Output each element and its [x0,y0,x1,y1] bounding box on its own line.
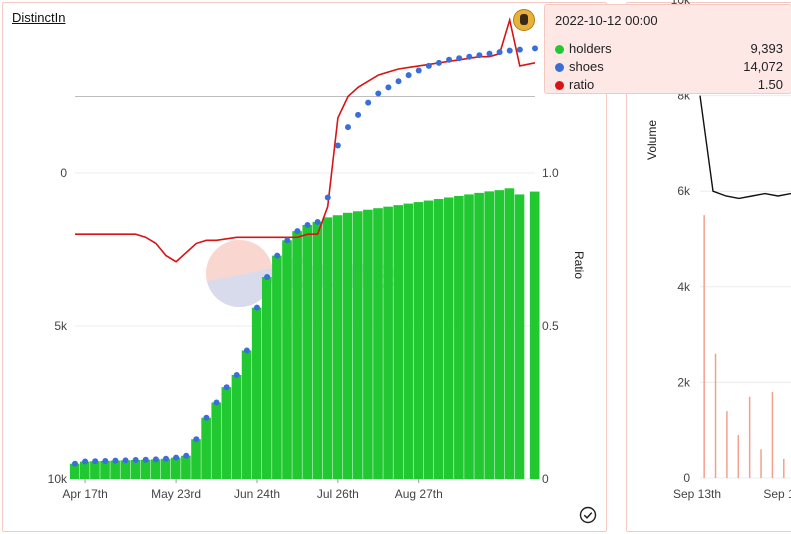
tooltip-row-holders: holders 9,393 [555,41,783,57]
chart-tooltip: 2022-10-12 00:00 holders 9,393 shoes 14,… [544,4,791,94]
tooltip-title: 2022-10-12 00:00 [555,13,658,28]
tooltip-label: ratio [569,77,595,92]
tooltip-row-shoes: shoes 14,072 [555,59,783,75]
creator-avatar[interactable] [513,9,535,31]
check-circle-icon[interactable] [579,506,597,524]
dune-watermark: Dune [284,249,398,298]
shoes-legend-dot [555,63,564,72]
tooltip-value: 14,072 [743,59,783,74]
tooltip-value: 1.50 [757,77,783,92]
tooltip-label: shoes [569,59,604,74]
tooltip-label: holders [569,41,612,56]
dune-logo-icon [206,240,273,307]
holders-legend-dot [555,45,564,54]
tooltip-value: 9,393 [750,41,783,56]
chart-title-link[interactable]: DistinctIn [12,10,66,25]
ratio-legend-dot [555,81,564,90]
tooltip-row-ratio: ratio 1.50 [555,77,783,93]
